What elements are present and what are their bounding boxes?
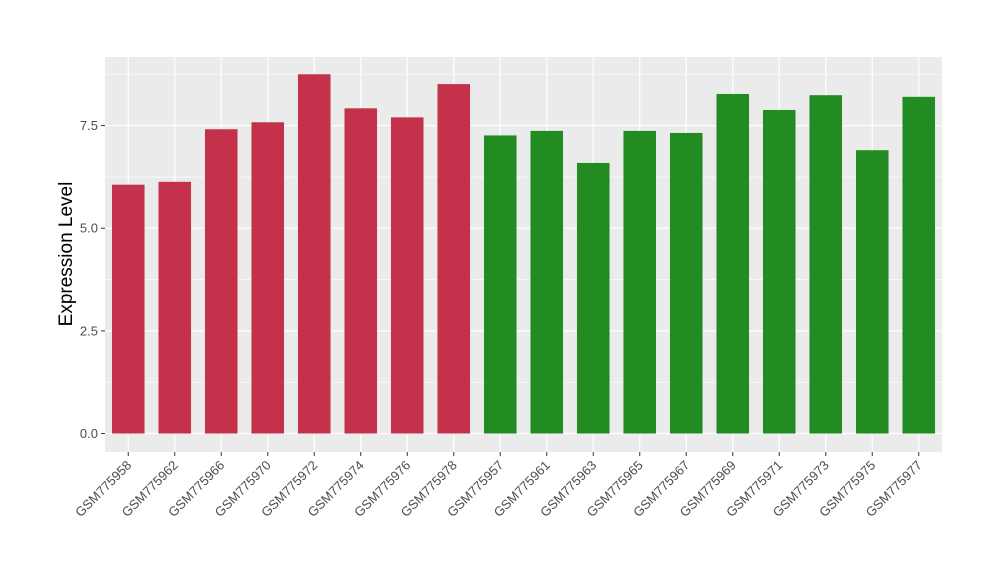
bar-GSM775965 <box>623 130 657 434</box>
plot-panel <box>105 57 942 452</box>
bar-GSM775978 <box>437 84 471 434</box>
bar-GSM775962 <box>158 181 192 434</box>
y-axis: 0.0 2.5 5.0 7.5 <box>80 118 105 441</box>
x-axis: GSM775958GSM775962GSM775966GSM775970GSM7… <box>72 452 925 520</box>
bars <box>111 74 936 434</box>
bar-GSM775969 <box>716 93 750 434</box>
bar-GSM775975 <box>855 150 889 434</box>
y-axis-label: Expression Level <box>56 182 77 327</box>
bar-GSM775971 <box>762 109 796 434</box>
y-tick-label: 5.0 <box>80 221 98 236</box>
bar-GSM775958 <box>111 184 145 434</box>
bar-GSM775973 <box>809 95 843 434</box>
bar-GSM775977 <box>902 96 936 434</box>
bar-GSM775972 <box>297 74 331 434</box>
bar-GSM775967 <box>669 132 703 434</box>
y-tick-label: 7.5 <box>80 118 98 133</box>
y-tick-label: 0.0 <box>80 426 98 441</box>
bar-GSM775970 <box>251 122 285 434</box>
y-tick-label: 2.5 <box>80 323 98 338</box>
bar-GSM775974 <box>344 108 378 434</box>
bar-GSM775976 <box>390 117 424 434</box>
bar-GSM775957 <box>483 135 517 434</box>
bar-GSM775966 <box>204 129 238 434</box>
bar-GSM775963 <box>576 162 610 434</box>
bar-GSM775961 <box>530 130 564 434</box>
